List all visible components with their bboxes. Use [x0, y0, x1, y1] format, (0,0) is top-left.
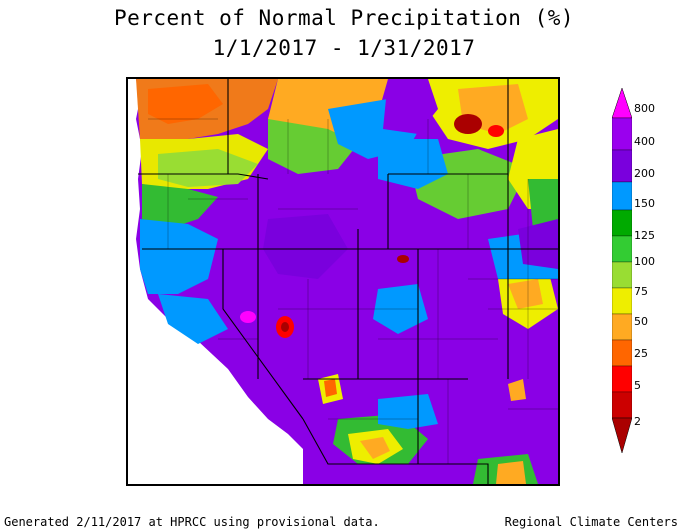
region-wy-blue [378, 139, 448, 189]
legend-label-2: 2 [634, 415, 641, 428]
legend-swatch-300 [612, 149, 632, 183]
color-legend: 800 400 200 150 125 100 75 50 25 5 2 [612, 88, 688, 468]
legend-swatch-125 [612, 235, 632, 263]
map-title: Percent of Normal Precipitation (%) [113, 6, 574, 30]
region-ca-blue [158, 294, 228, 344]
legend-swatch-100 [612, 261, 632, 289]
footer-credit: Regional Climate Centers [504, 515, 678, 529]
wet-spot-ca [240, 311, 256, 323]
legend-label-50: 50 [634, 315, 648, 328]
region-or-blue [140, 219, 218, 294]
region-az-orange [360, 437, 390, 459]
legend-arrow-top [612, 88, 632, 119]
region-nw-green [142, 184, 218, 229]
region-nm-orange [496, 461, 526, 484]
legend-swatch-2 [612, 391, 632, 419]
dry-spot-mt-2 [488, 125, 504, 137]
legend-label-75: 75 [634, 285, 648, 298]
footer-generated-note: Generated 2/11/2017 at HPRCC using provi… [4, 515, 380, 529]
precipitation-map [126, 77, 560, 486]
region-nw-dark-orange [148, 84, 223, 124]
dry-spot-ut [397, 255, 409, 263]
legend-label-200: 200 [634, 167, 655, 180]
legend-label-400: 400 [634, 135, 655, 148]
dry-spot-nv-core [281, 322, 289, 332]
map-svg [128, 79, 558, 484]
region-ne-purple [383, 79, 438, 134]
legend-arrow-bottom [612, 417, 632, 454]
region-az-blue [378, 394, 438, 429]
region-az-center-orange [324, 379, 337, 397]
dry-spot-mt-1 [454, 114, 482, 134]
legend-label-125: 125 [634, 229, 655, 242]
legend-label-25: 25 [634, 347, 648, 360]
legend-swatch-5 [612, 365, 632, 393]
legend-swatch-25 [612, 339, 632, 367]
region-nv-blue [263, 214, 348, 279]
legend-swatch-150 [612, 209, 632, 237]
legend-swatch-50 [612, 313, 632, 341]
legend-swatch-400 [612, 117, 632, 151]
pacific-ocean [128, 79, 303, 484]
legend-label-5: 5 [634, 379, 641, 392]
county-boundaries [148, 118, 558, 464]
legend-swatch-75 [612, 287, 632, 315]
region-co-orange [508, 279, 543, 309]
legend-label-800: 800 [634, 102, 655, 115]
region-nm-south-spot [508, 379, 526, 401]
region-nw-lightgreen [158, 149, 258, 187]
legend-label-100: 100 [634, 255, 655, 268]
map-date-range: 1/1/2017 - 1/31/2017 [212, 36, 476, 60]
state-boundaries [138, 79, 558, 484]
region-sd-green [528, 179, 558, 229]
legend-colorbar [612, 88, 632, 454]
legend-label-150: 150 [634, 197, 655, 210]
legend-swatch-200 [612, 181, 632, 211]
